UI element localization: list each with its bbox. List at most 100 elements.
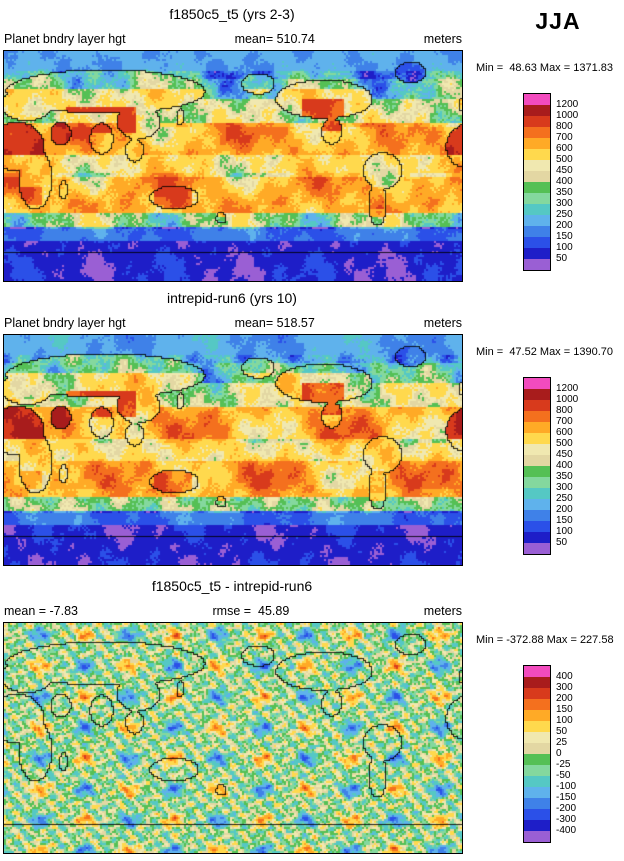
colorbar-tick-label: 350 xyxy=(556,187,573,198)
panel-title: f1850c5_t5 (yrs 2-3) xyxy=(169,6,295,22)
colorbar-segment xyxy=(524,204,550,215)
colorbar-segment xyxy=(524,831,550,842)
colorbar-segment xyxy=(524,688,550,699)
colorbar-segment xyxy=(524,510,550,521)
minmax-label: Min = 47.52 Max = 1390.70 xyxy=(476,346,613,358)
colorbar-segment xyxy=(524,127,550,138)
colorbar-segment xyxy=(524,499,550,510)
map-difference xyxy=(3,622,463,854)
colorbar-tick-label: 200 xyxy=(556,693,573,704)
colorbar-segment xyxy=(524,193,550,204)
colorbar-segment xyxy=(524,171,550,182)
colorbar-segment xyxy=(524,743,550,754)
colorbar-segment xyxy=(524,182,550,193)
colorbar-tick-label: 250 xyxy=(556,493,573,504)
colorbar-segment xyxy=(524,466,550,477)
colorbar-segment xyxy=(524,710,550,721)
colorbar-segment xyxy=(524,754,550,765)
colorbar-tick-label: -25 xyxy=(556,759,571,770)
colorbar-segment xyxy=(524,532,550,543)
colorbar-segment xyxy=(524,411,550,422)
colorbar-tick-label: 50 xyxy=(556,726,568,737)
minmax-label: Min = -372.88 Max = 227.58 xyxy=(476,634,614,646)
colorbar-tick-label: -150 xyxy=(556,792,577,803)
colorbar-tick-label: 800 xyxy=(556,405,573,416)
colorbar-tick-label: 150 xyxy=(556,704,573,715)
units-label: meters xyxy=(423,32,462,46)
colorbar-tick-label: 600 xyxy=(556,143,573,154)
colorbar-segment xyxy=(524,521,550,532)
colorbar-tick-label: 250 xyxy=(556,209,573,220)
units-label: meters xyxy=(423,316,462,330)
panel-label-row: mean = -7.83 rmse = 45.89 meters xyxy=(4,604,462,618)
panel-label-row: Planet bndry layer hgt mean= 510.74 mete… xyxy=(4,32,462,46)
colorbar-tick-label: 100 xyxy=(556,526,573,537)
colorbar-segment xyxy=(524,477,550,488)
colorbar-segment xyxy=(524,94,550,105)
colorbar-tick-label: 1000 xyxy=(556,394,579,405)
colorbar-segment xyxy=(524,666,550,677)
colorbar-tick-label: 100 xyxy=(556,242,573,253)
colorbar-segment xyxy=(524,378,550,389)
colorbar-tick-label: 200 xyxy=(556,220,573,231)
colorbar-segment xyxy=(524,488,550,499)
colorbar-segment xyxy=(524,809,550,820)
panel-title: f1850c5_t5 - intrepid-run6 xyxy=(151,578,313,594)
panel-control: f1850c5_t5 (yrs 2-3) Planet bndry layer … xyxy=(0,4,624,292)
colorbar-tick-label: 350 xyxy=(556,471,573,482)
colorbar-segment xyxy=(524,444,550,455)
minmax-label: Min = 48.63 Max = 1371.83 xyxy=(476,62,613,74)
colorbar-tick-label: 100 xyxy=(556,715,573,726)
colorbar-tick-label: -200 xyxy=(556,803,577,814)
colorbar-tick-label: 400 xyxy=(556,460,573,471)
units-label: meters xyxy=(423,604,462,618)
colorbar-tick-label: -400 xyxy=(556,825,577,836)
colorbar-segment xyxy=(524,105,550,116)
colorbar-segment xyxy=(524,776,550,787)
map-control xyxy=(3,50,463,282)
colorbar-tick-label: 25 xyxy=(556,737,568,748)
colorbar-tick-label: 600 xyxy=(556,427,573,438)
colorbar-segment xyxy=(524,215,550,226)
colorbar-segment xyxy=(524,149,550,160)
colorbar-segment xyxy=(524,543,550,554)
variable-label: Planet bndry layer hgt xyxy=(4,32,126,46)
colorbar-segment xyxy=(524,699,550,710)
colorbar-segment xyxy=(524,677,550,688)
colorbar-test: 1200 1000 800 700 600 500 450 400 350 300 250 200 15… xyxy=(523,377,578,555)
rmse-label: rmse = 45.89 xyxy=(212,604,290,618)
colorbar-segment xyxy=(524,732,550,743)
colorbar-tick-label: 450 xyxy=(556,449,573,460)
colorbar-segment xyxy=(524,138,550,149)
colorbar-tick-label: -300 xyxy=(556,814,577,825)
map-test xyxy=(3,334,463,566)
colorbar-segment xyxy=(524,160,550,171)
colorbar-tick-label: 50 xyxy=(556,253,568,264)
panel-label-row: Planet bndry layer hgt mean= 518.57 mete… xyxy=(4,316,462,330)
colorbar-tick-label: 400 xyxy=(556,671,573,682)
colorbar-segment xyxy=(524,400,550,411)
colorbar-tick-label: 1000 xyxy=(556,110,579,121)
panel-test: intrepid-run6 (yrs 10) Planet bndry laye… xyxy=(0,288,624,576)
colorbar-tick-label: 300 xyxy=(556,198,573,209)
colorbar-tick-label: 700 xyxy=(556,132,573,143)
colorbar-tick-label: 200 xyxy=(556,504,573,515)
colorbar-tick-label: 150 xyxy=(556,231,573,242)
colorbar-segment xyxy=(524,389,550,400)
mean-label: mean = -7.83 xyxy=(4,604,79,618)
panel-title: intrepid-run6 (yrs 10) xyxy=(167,290,297,306)
colorbar-segment xyxy=(524,259,550,270)
colorbar-tick-label: 300 xyxy=(556,482,573,493)
season-label: JJA xyxy=(535,8,581,34)
colorbar-tick-label: -100 xyxy=(556,781,577,792)
colorbar-tick-label: 700 xyxy=(556,416,573,427)
colorbar-segment xyxy=(524,820,550,831)
colorbar-tick-label: -50 xyxy=(556,770,571,781)
colorbar-control: 1200 1000 800 700 600 500 450 400 350 300 250 200 15… xyxy=(523,93,578,271)
colorbar-segment xyxy=(524,433,550,444)
colorbar-segment xyxy=(524,787,550,798)
panel-difference: f1850c5_t5 - intrepid-run6 mean = -7.83 … xyxy=(0,576,624,861)
colorbar-segment xyxy=(524,455,550,466)
colorbar-tick-label: 800 xyxy=(556,121,573,132)
